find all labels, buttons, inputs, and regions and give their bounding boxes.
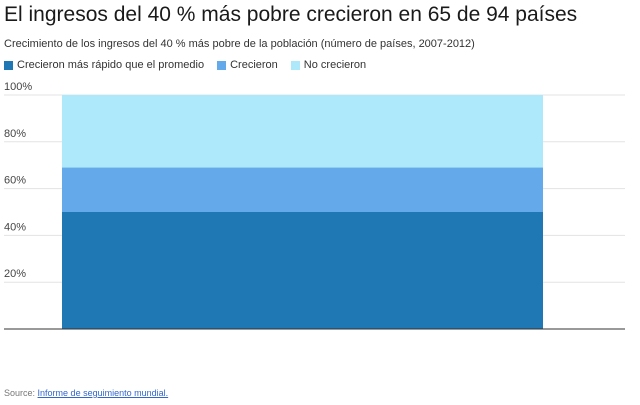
bar-segment-1 xyxy=(62,167,543,212)
legend-item-did-not-grow: No crecieron xyxy=(290,59,367,71)
source-note: Source: Informe de seguimiento mundial. xyxy=(4,388,168,398)
y-tick-label-60: 60% xyxy=(4,175,26,187)
legend-label-did-not-grow: No crecieron xyxy=(303,59,367,71)
source-label: Source: xyxy=(4,388,36,398)
legend-item-above-average: Crecieron más rápido que el promedio xyxy=(4,59,204,71)
bar-segment-2 xyxy=(62,95,543,168)
chart-title: El ingresos del 40 % más pobre crecieron… xyxy=(4,3,578,26)
legend-item-grew: Crecieron xyxy=(217,59,278,71)
legend-label-above-average: Crecieron más rápido que el promedio xyxy=(17,59,205,71)
legend-label-grew: Crecieron xyxy=(230,59,278,71)
legend-swatch-did-not-grow xyxy=(290,60,300,70)
y-tick-label-40: 40% xyxy=(4,221,26,233)
legend-swatch-above-average xyxy=(4,60,13,70)
legend-swatch-grew xyxy=(217,60,227,70)
source-link[interactable]: Informe de seguimiento mundial. xyxy=(37,388,169,398)
y-tick-label-100: 100% xyxy=(4,81,32,93)
y-tick-label-80: 80% xyxy=(4,128,26,140)
y-tick-label-20: 20% xyxy=(4,268,26,280)
bar-segment-0 xyxy=(62,212,543,329)
chart-legend: Crecieron más rápido que el promedio Cre… xyxy=(4,59,379,71)
chart-subtitle: Crecimiento de los ingresos del 40 % más… xyxy=(4,38,475,50)
